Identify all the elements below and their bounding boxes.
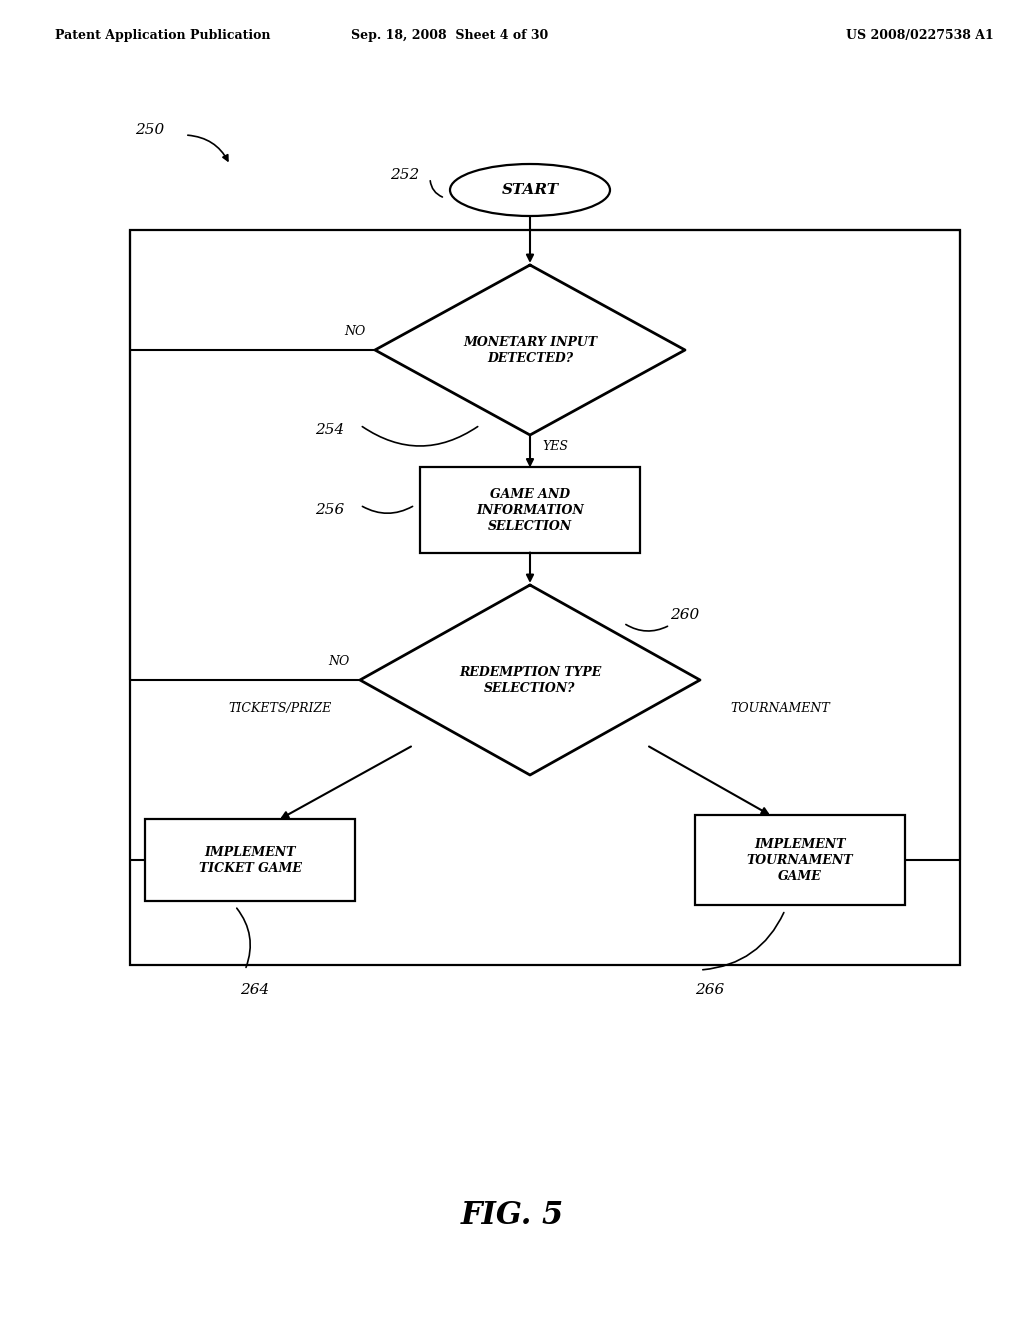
Text: FIG. 5: FIG. 5 bbox=[461, 1200, 563, 1230]
Text: 266: 266 bbox=[695, 983, 725, 997]
Bar bbox=[145, 818, 355, 902]
Text: TOURNAMENT: TOURNAMENT bbox=[730, 702, 829, 715]
Text: Sep. 18, 2008  Sheet 4 of 30: Sep. 18, 2008 Sheet 4 of 30 bbox=[351, 29, 549, 41]
Ellipse shape bbox=[450, 164, 610, 216]
Text: IMPLEMENT
TOURNAMENT
GAME: IMPLEMENT TOURNAMENT GAME bbox=[746, 837, 853, 883]
Text: US 2008/0227538 A1: US 2008/0227538 A1 bbox=[846, 29, 994, 41]
Text: 256: 256 bbox=[315, 503, 345, 517]
Text: 260: 260 bbox=[671, 609, 699, 622]
Bar bbox=[130, 230, 959, 965]
Text: 252: 252 bbox=[390, 168, 420, 182]
Text: 264: 264 bbox=[241, 983, 269, 997]
Text: MONETARY INPUT
DETECTED?: MONETARY INPUT DETECTED? bbox=[463, 335, 597, 364]
Text: Patent Application Publication: Patent Application Publication bbox=[55, 29, 270, 41]
Text: START: START bbox=[502, 183, 558, 197]
Text: NO: NO bbox=[344, 325, 365, 338]
Text: NO: NO bbox=[329, 655, 350, 668]
Bar bbox=[420, 467, 640, 553]
Polygon shape bbox=[360, 585, 700, 775]
Text: REDEMPTION TYPE
SELECTION?: REDEMPTION TYPE SELECTION? bbox=[459, 665, 601, 694]
Text: 250: 250 bbox=[135, 123, 165, 137]
Text: YES: YES bbox=[542, 440, 568, 453]
Text: TICKETS/PRIZE: TICKETS/PRIZE bbox=[228, 702, 332, 715]
Bar bbox=[695, 814, 905, 906]
Text: IMPLEMENT
TICKET GAME: IMPLEMENT TICKET GAME bbox=[199, 846, 301, 875]
Text: GAME AND
INFORMATION
SELECTION: GAME AND INFORMATION SELECTION bbox=[476, 487, 584, 532]
Polygon shape bbox=[375, 265, 685, 436]
Text: 254: 254 bbox=[315, 422, 345, 437]
